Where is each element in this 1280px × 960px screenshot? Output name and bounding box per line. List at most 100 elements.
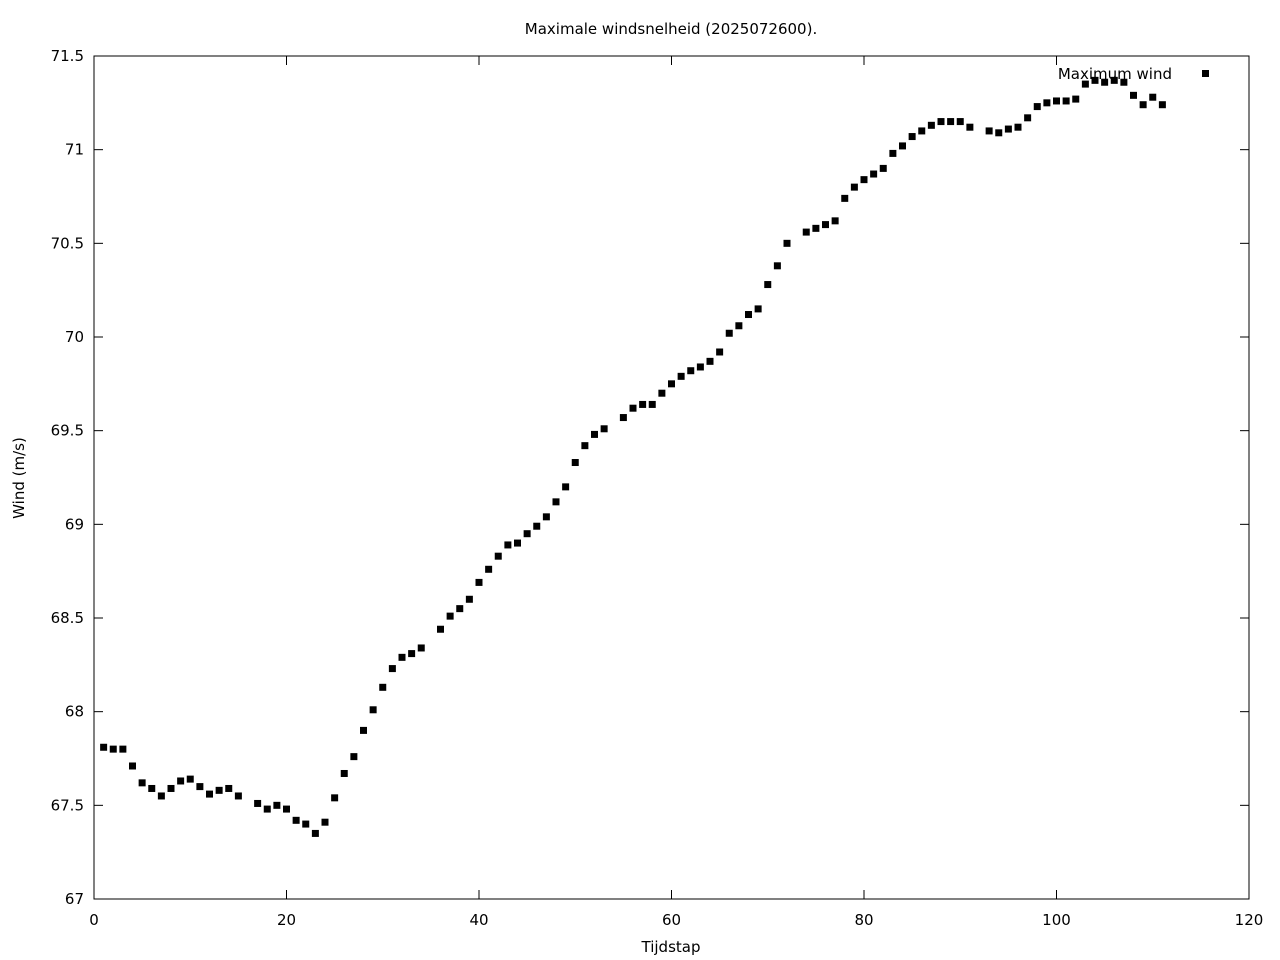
points-layer — [100, 76, 1166, 837]
data-point — [600, 425, 608, 433]
y-tick-label: 68.5 — [51, 609, 84, 627]
x-tick-label: 60 — [662, 911, 681, 929]
data-point — [668, 380, 675, 388]
data-point — [802, 228, 810, 236]
data-point — [350, 753, 358, 761]
data-point — [725, 329, 733, 337]
data-point — [927, 121, 935, 129]
data-point — [735, 322, 743, 330]
data-point — [870, 170, 878, 178]
y-tick-label: 67.5 — [51, 796, 84, 814]
data-point — [321, 818, 329, 826]
data-point — [225, 784, 233, 792]
data-point — [956, 118, 964, 126]
data-point — [966, 123, 974, 131]
data-point — [591, 430, 598, 438]
y-tick-label: 67 — [65, 890, 84, 908]
data-point — [514, 539, 521, 547]
data-point — [716, 348, 724, 356]
data-point — [706, 357, 714, 365]
data-point — [1149, 93, 1157, 101]
data-point — [360, 726, 367, 734]
data-point — [206, 790, 213, 798]
data-point — [1120, 78, 1128, 86]
data-point — [215, 786, 223, 794]
data-point — [475, 578, 483, 586]
data-point — [773, 262, 781, 270]
data-point — [822, 221, 829, 229]
y-tick-label: 70.5 — [51, 234, 84, 252]
chart-title: Maximale windsnelheid (2025072600). — [525, 20, 817, 38]
data-point — [523, 530, 531, 538]
data-point — [812, 224, 820, 232]
x-tick-label: 80 — [854, 911, 873, 929]
data-point — [283, 805, 290, 813]
data-point — [1101, 78, 1109, 86]
data-point — [947, 118, 955, 126]
data-point — [1053, 97, 1060, 105]
data-point — [263, 805, 271, 813]
x-tick-label: 20 — [277, 911, 296, 929]
data-point — [1033, 103, 1041, 111]
data-point — [1014, 123, 1022, 131]
data-point — [331, 794, 339, 802]
data-point — [1062, 97, 1070, 105]
data-point — [995, 129, 1003, 137]
data-point — [571, 459, 579, 467]
data-point — [369, 706, 377, 714]
data-point — [138, 779, 146, 787]
data-point — [754, 305, 762, 313]
data-point — [129, 762, 136, 770]
data-point — [292, 816, 300, 824]
data-point — [619, 414, 627, 422]
data-point — [542, 513, 550, 521]
x-tick-label: 0 — [89, 911, 99, 929]
data-point — [408, 650, 416, 658]
data-point — [581, 442, 589, 450]
data-point — [687, 367, 695, 375]
data-point — [157, 792, 165, 800]
data-point — [841, 194, 849, 202]
data-point — [677, 372, 685, 380]
data-point — [465, 595, 473, 603]
data-point — [764, 281, 772, 289]
data-point — [119, 745, 127, 753]
data-point — [234, 792, 242, 800]
data-point — [745, 311, 752, 319]
data-point — [1091, 76, 1099, 84]
data-point — [302, 820, 310, 828]
data-point — [639, 400, 647, 408]
data-point — [167, 784, 175, 792]
data-point — [417, 644, 425, 652]
data-point — [186, 775, 194, 783]
legend-label: Maximum wind — [1058, 65, 1172, 83]
plot-frame — [93, 55, 1250, 900]
data-point — [196, 783, 204, 791]
data-point — [629, 404, 637, 412]
data-point — [446, 612, 454, 620]
legend: Maximum wind — [1058, 65, 1209, 83]
data-point — [552, 498, 560, 506]
data-point — [273, 801, 281, 809]
y-tick-label: 70 — [65, 328, 84, 346]
data-point — [494, 552, 502, 560]
data-point — [1024, 114, 1032, 122]
x-tick-label: 100 — [1042, 911, 1071, 929]
data-point — [398, 653, 406, 661]
data-point — [109, 745, 117, 753]
y-tick-label: 68 — [65, 703, 84, 721]
data-point — [1081, 80, 1089, 88]
data-point — [899, 142, 906, 150]
data-point — [1110, 76, 1118, 84]
y-tick-label: 71 — [65, 141, 84, 159]
legend-marker — [1202, 70, 1209, 77]
data-point — [937, 118, 945, 126]
data-point — [1004, 125, 1012, 133]
data-point — [831, 217, 839, 225]
data-point — [860, 176, 868, 184]
data-point — [783, 239, 791, 247]
x-axis-title: Tijdstap — [641, 938, 701, 956]
y-tick-label: 71.5 — [51, 47, 84, 65]
